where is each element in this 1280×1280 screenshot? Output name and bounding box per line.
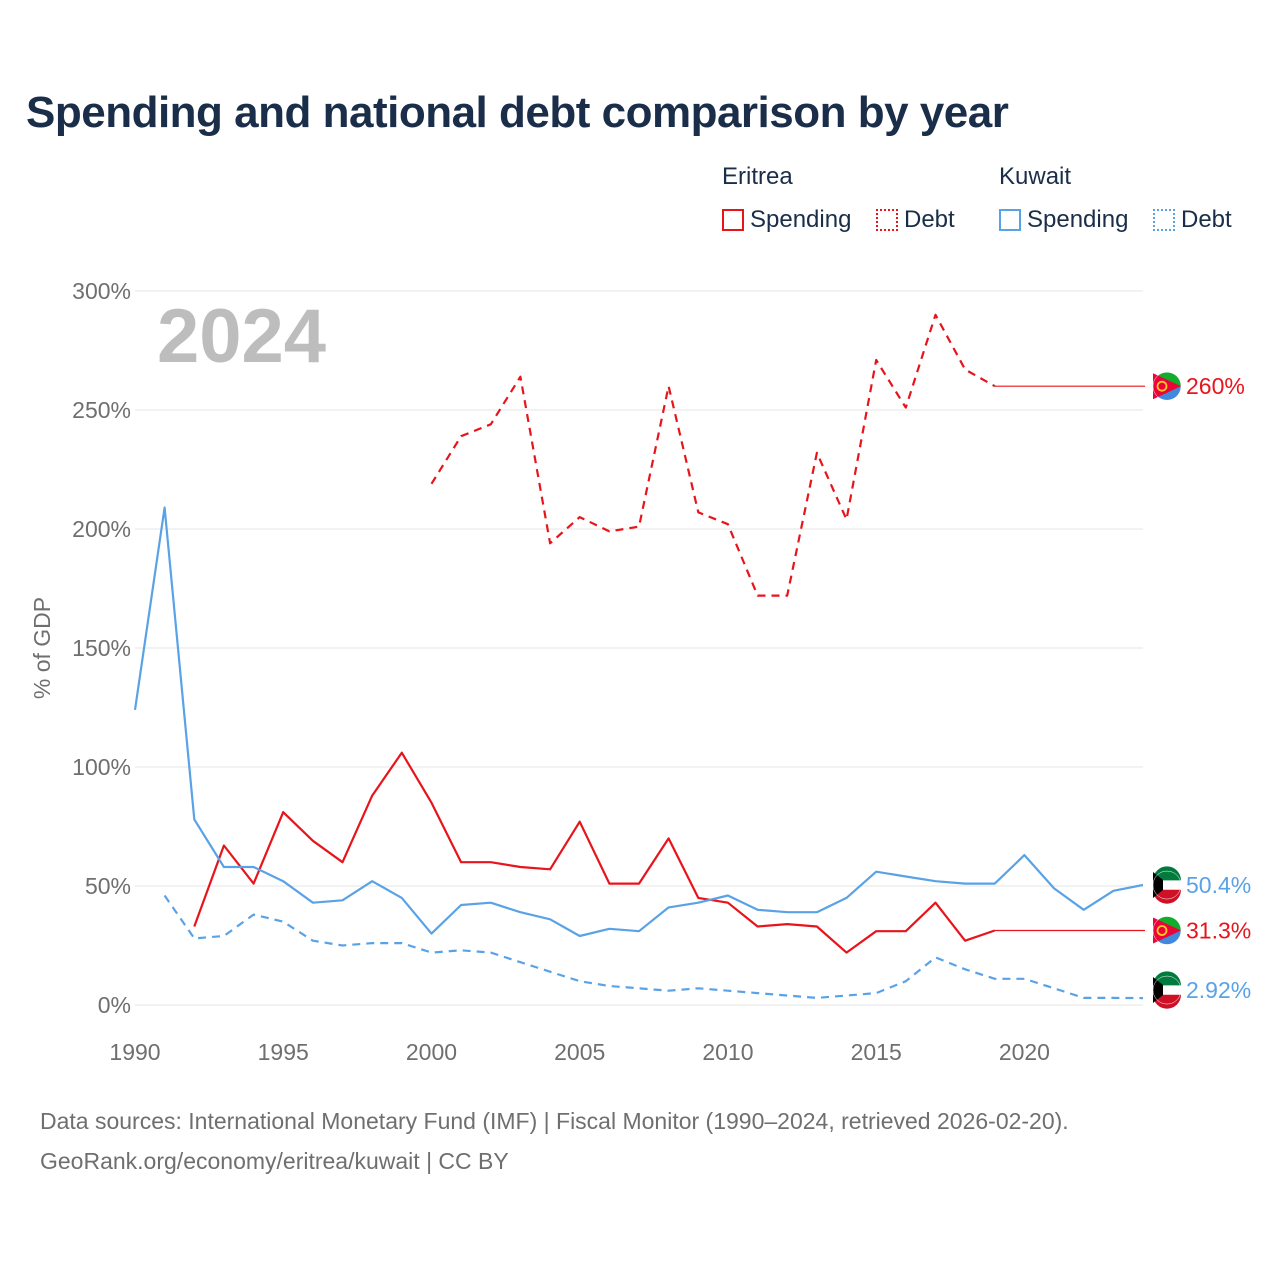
x-tick-label: 2005 [554, 1039, 605, 1065]
legend-kuwait-spending-swatch [999, 209, 1021, 231]
series-lines [133, 313, 1145, 1000]
grid [135, 290, 1143, 1006]
y-tick-label: 0% [98, 992, 131, 1018]
y-tick-label: 250% [72, 397, 131, 423]
x-tick-label: 2010 [702, 1039, 753, 1065]
kuwait-debt-end-label: 2.92% [1186, 977, 1251, 1003]
kuwait-spending-line [133, 506, 1144, 938]
eritrea-debt-end-label: 260% [1186, 373, 1245, 399]
footer-credit: GeoRank.org/economy/eritrea/kuwait | CC … [40, 1148, 509, 1174]
eritrea-flag-icon [1152, 916, 1182, 945]
legend-eritrea-debt-swatch [876, 209, 898, 231]
eritrea-flag-icon [1152, 371, 1182, 401]
legend-eritrea-label: Eritrea [722, 163, 793, 190]
kuwait-flag-icon [1152, 971, 1182, 1009]
legend-kuwait-debt[interactable]: Debt [1153, 205, 1232, 235]
kuwait-debt-line [163, 894, 1144, 1000]
legend-kuwait-debt-swatch [1153, 209, 1175, 231]
x-tick-label: 1995 [258, 1039, 309, 1065]
y-tick-label: 50% [85, 873, 131, 899]
kuwait-flag-icon [1152, 866, 1182, 904]
year-watermark: 2024 [157, 294, 326, 379]
kuwait-spending-end-label: 50.4% [1186, 872, 1251, 898]
legend-eritrea-spending-label: Spending [750, 206, 852, 233]
y-tick-label: 100% [72, 754, 131, 780]
legend-eritrea-spending[interactable]: Spending [722, 205, 851, 235]
chart-title: Spending and national debt comparison by… [26, 88, 1009, 137]
x-axis-ticks: 1990 1995 2000 2005 2010 2015 2020 [109, 1039, 1050, 1065]
y-axis-ticks: 0% 50% 100% 150% 200% 250% 300% [72, 278, 131, 1018]
y-axis-label: % of GDP [29, 597, 55, 699]
eritrea-spending-end-label: 31.3% [1186, 918, 1251, 944]
legend-eritrea-spending-swatch [722, 209, 744, 231]
y-tick-label: 300% [72, 278, 131, 304]
legend-kuwait-debt-label: Debt [1181, 206, 1232, 233]
eritrea-debt-line [430, 313, 996, 597]
x-tick-label: 2015 [851, 1039, 902, 1065]
legend-kuwait-spending-label: Spending [1027, 206, 1129, 233]
eritrea-spending-line [193, 751, 996, 954]
legend-eritrea-debt-label: Debt [904, 206, 955, 233]
footer-sources: Data sources: International Monetary Fun… [40, 1108, 1069, 1134]
x-tick-label: 2020 [999, 1039, 1050, 1065]
y-tick-label: 150% [72, 635, 131, 661]
end-labels: 260% 31.3% 50.4% 2.92% [1152, 371, 1251, 1009]
legend-kuwait-label: Kuwait [999, 163, 1072, 190]
x-tick-label: 2000 [406, 1039, 457, 1065]
legend-kuwait-spending[interactable]: Spending [999, 205, 1128, 235]
legend-eritrea-debt[interactable]: Debt [876, 205, 955, 235]
x-tick-label: 1990 [109, 1039, 160, 1065]
y-tick-label: 200% [72, 516, 131, 542]
